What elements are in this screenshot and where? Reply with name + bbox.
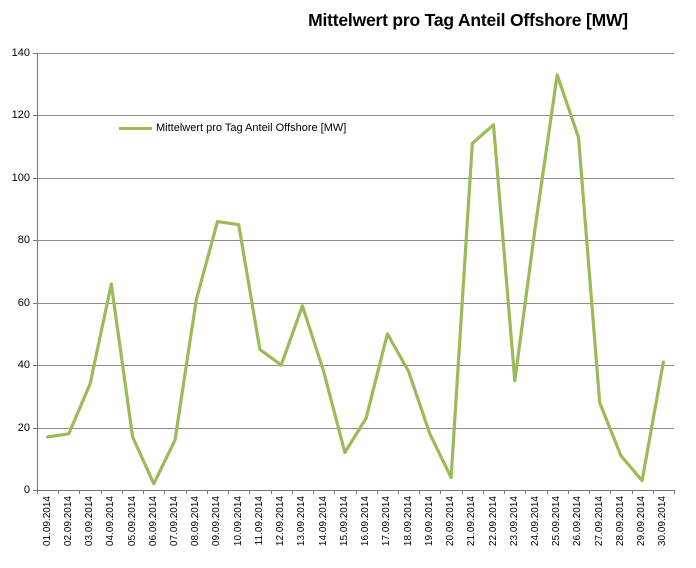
- x-tick-label: 19.09.2014: [423, 496, 435, 547]
- x-tick-label: 15.09.2014: [338, 496, 350, 547]
- chart-title: Mittelwert pro Tag Anteil Offshore [MW]: [308, 10, 628, 30]
- series-line: [45, 73, 666, 486]
- x-tick-label: 11.09.2014: [253, 496, 265, 546]
- x-tick-label: 17.09.2014: [381, 496, 393, 547]
- y-tick-label: 100: [11, 171, 30, 184]
- x-tick-label: 02.09.2014: [62, 496, 74, 547]
- legend-line-swatch-icon: [119, 126, 152, 130]
- x-tick-label: 26.09.2014: [572, 496, 584, 547]
- y-tick-label: 60: [17, 296, 30, 309]
- x-tick-label: 04.09.2014: [105, 496, 117, 547]
- x-tick-label: 16.09.2014: [360, 496, 372, 547]
- y-tick-label: 0: [23, 484, 30, 496]
- x-tick-label: 24.09.2014: [529, 496, 541, 547]
- x-tick-label: 08.09.2014: [190, 496, 202, 547]
- x-tick-label: 03.09.2014: [84, 496, 96, 547]
- x-tick-label: 05.09.2014: [126, 496, 138, 547]
- y-tick-label: 20: [17, 421, 30, 434]
- x-tick-label: 27.09.2014: [593, 496, 605, 547]
- x-tick-label: 14.09.2014: [317, 496, 329, 547]
- legend-label: Mittelwert pro Tag Anteil Offshore [MW]: [156, 122, 347, 134]
- x-tick-label: 22.09.2014: [487, 496, 499, 547]
- x-tick-label: 10.09.2014: [232, 496, 244, 547]
- x-tick-label: 21.09.2014: [466, 496, 478, 547]
- x-tick-label: 07.09.2014: [169, 496, 181, 547]
- x-tick-label: 18.09.2014: [402, 496, 414, 547]
- x-tick-label: 09.09.2014: [211, 496, 223, 547]
- x-tick-label: 20.09.2014: [445, 496, 457, 547]
- x-tick-label: 13.09.2014: [296, 496, 308, 547]
- legend: Mittelwert pro Tag Anteil Offshore [MW]: [116, 121, 350, 135]
- x-tick-label: 12.09.2014: [275, 496, 287, 547]
- y-tick-label: 120: [11, 109, 30, 122]
- x-tick-label: 28.09.2014: [614, 496, 626, 547]
- x-tick-label: 06.09.2014: [147, 496, 159, 547]
- y-tick-label: 40: [17, 359, 30, 372]
- x-tick-label: 23.09.2014: [508, 496, 520, 547]
- x-tick-label: 01.09.2014: [41, 496, 53, 547]
- x-tick-label: 29.09.2014: [636, 496, 648, 547]
- y-tick-label: 80: [17, 234, 30, 247]
- x-tick-label: 30.09.2014: [657, 496, 669, 547]
- y-tick-label: 140: [11, 47, 30, 59]
- x-tick-label: 25.09.2014: [551, 496, 563, 547]
